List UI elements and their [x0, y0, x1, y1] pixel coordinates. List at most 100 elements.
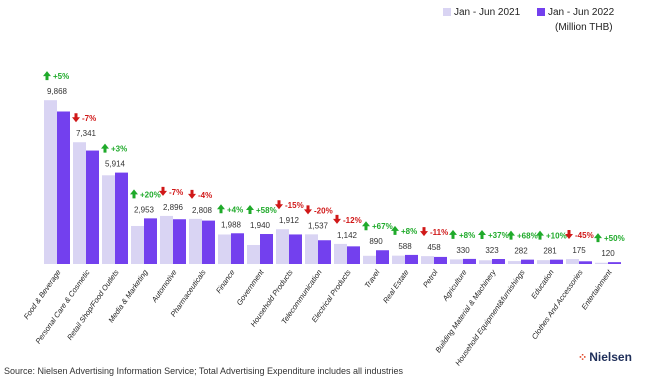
change-label: +58%: [256, 206, 277, 215]
value-label: 323: [485, 246, 499, 255]
category-label: Government: [235, 267, 267, 307]
category-label: Real Estate: [381, 268, 411, 305]
change-label: +20%: [140, 190, 161, 199]
change-label: +4%: [227, 205, 243, 214]
bar-2022: [231, 233, 244, 264]
change-up-arrow-icon: [130, 189, 138, 199]
bar-2022: [115, 172, 128, 264]
change-label: -7%: [82, 114, 96, 123]
change-down-arrow-icon: [304, 205, 312, 215]
value-label: 330: [456, 246, 470, 255]
value-label: 175: [572, 246, 586, 255]
value-label: 2,896: [163, 203, 184, 212]
bar-2021: [305, 234, 318, 264]
change-label: -7%: [169, 188, 183, 197]
bar-2022: [260, 234, 273, 264]
legend-swatch-2022: [537, 8, 545, 16]
change-label: -4%: [198, 191, 212, 200]
bar-2022: [202, 220, 215, 264]
brand-name: Nielsen: [589, 350, 632, 364]
change-up-arrow-icon: [43, 71, 51, 81]
change-up-arrow-icon: [536, 230, 544, 240]
bar-2022: [463, 258, 476, 264]
bar-2021: [595, 262, 608, 264]
change-label: +8%: [401, 227, 417, 236]
bar-2021: [247, 244, 260, 264]
source-note: Source: Nielsen Advertising Information …: [4, 366, 404, 376]
value-label: 1,912: [279, 216, 300, 225]
category-label: Travel: [363, 268, 382, 290]
bar-2021: [508, 261, 521, 264]
value-label: 890: [369, 237, 383, 246]
change-up-arrow-icon: [391, 225, 399, 235]
category-label: Retail Shop/Food Outlets: [65, 268, 121, 342]
change-down-arrow-icon: [420, 227, 428, 237]
bar-2021: [537, 260, 550, 264]
bar-2022: [608, 262, 621, 264]
change-down-arrow-icon: [565, 230, 573, 240]
legend-swatch-2021: [443, 8, 451, 16]
bar-2022: [57, 111, 70, 265]
bar-2022: [173, 219, 186, 264]
change-label: +8%: [459, 231, 475, 240]
bar-2021: [566, 259, 579, 264]
change-down-arrow-icon: [159, 186, 167, 196]
value-label: 5,914: [105, 160, 126, 169]
legend-label-2021: Jan - Jun 2021: [454, 7, 521, 18]
change-up-arrow-icon: [246, 205, 254, 215]
value-label: 588: [398, 242, 412, 251]
value-label: 1,537: [308, 221, 329, 230]
bar-2021: [334, 243, 347, 264]
bar-2022: [289, 234, 302, 264]
value-label: 2,953: [134, 205, 155, 214]
brand-logo: ⁘ Nielsen: [578, 350, 632, 364]
value-label: 458: [427, 243, 441, 252]
change-up-arrow-icon: [594, 233, 602, 243]
category-label: Personal Care & Cosmetic: [34, 268, 92, 346]
bar-2021: [102, 175, 115, 264]
change-up-arrow-icon: [449, 229, 457, 239]
bar-2022: [86, 150, 99, 264]
change-label: -45%: [575, 231, 594, 240]
change-label: +50%: [604, 234, 625, 243]
value-label: 9,868: [47, 87, 68, 96]
bar-2021: [450, 259, 463, 264]
category-label: Agriculture: [440, 268, 469, 303]
bar-2022: [144, 218, 157, 264]
bar-2021: [189, 218, 202, 264]
bar-2021: [218, 234, 231, 264]
change-up-arrow-icon: [101, 143, 109, 153]
bar-2022: [579, 261, 592, 264]
legend-label-2022: Jan - Jun 2022: [548, 7, 615, 18]
change-label: +67%: [372, 222, 393, 231]
bar-2021: [276, 229, 289, 264]
category-label: Finance: [214, 268, 237, 295]
value-label: 282: [514, 247, 528, 256]
bar-2021: [131, 225, 144, 264]
category-label: Automotive: [149, 268, 178, 305]
bar-2021: [421, 256, 434, 264]
bar-2022: [347, 246, 360, 264]
change-down-arrow-icon: [275, 200, 283, 210]
bar-2021: [73, 142, 86, 264]
category-label: Education: [529, 268, 556, 300]
bar-2022: [521, 259, 534, 264]
change-label: -20%: [314, 206, 333, 215]
change-up-arrow-icon: [507, 230, 515, 240]
brand-mark-icon: ⁘: [578, 352, 588, 364]
change-down-arrow-icon: [188, 189, 196, 199]
legend: Jan - Jun 2021 Jan - Jun 2022 (Million T…: [443, 7, 615, 33]
value-label: 1,142: [337, 231, 358, 240]
unit-label: (Million THB): [555, 22, 613, 33]
change-label: -11%: [430, 228, 448, 237]
bar-2022: [550, 259, 563, 264]
category-label: Entertainment: [579, 267, 614, 311]
bars-group: [44, 100, 621, 265]
bar-2022: [405, 254, 418, 264]
change-label: +3%: [111, 145, 127, 154]
change-up-arrow-icon: [478, 230, 486, 240]
value-label: 1,988: [221, 220, 242, 229]
bar-2021: [479, 260, 492, 264]
change-label: -12%: [343, 216, 362, 225]
